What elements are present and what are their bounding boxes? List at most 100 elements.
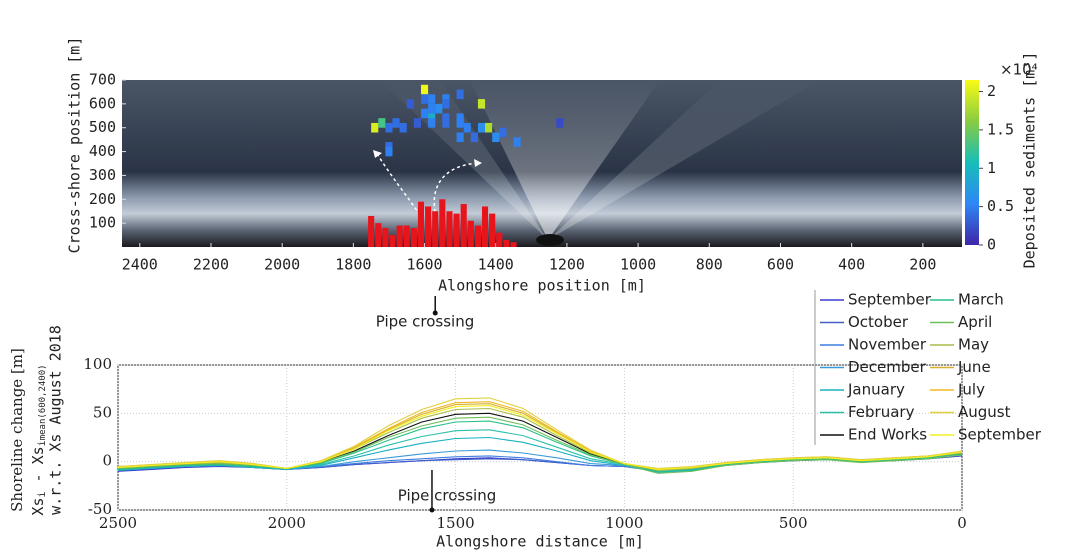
y-axis-label: Shoreline change [m] xyxy=(8,348,26,512)
legend-label: September xyxy=(848,291,932,309)
heatmap-cell xyxy=(420,94,429,104)
colorbar-multiplier: ×10⁴ xyxy=(1000,61,1038,79)
formula-part: i xyxy=(37,491,48,497)
formula-part: mean(600,2400) xyxy=(38,364,48,440)
bar xyxy=(474,225,481,247)
legend-label: March xyxy=(958,291,1004,309)
legend-label: December xyxy=(848,358,927,376)
heatmap-cell xyxy=(371,122,379,133)
legend-label: May xyxy=(958,336,989,354)
y-tick-label: 100 xyxy=(83,355,112,373)
legend-label: January xyxy=(847,381,905,399)
bar xyxy=(481,206,489,247)
x-tick-label: 800 xyxy=(696,256,723,274)
x-tick-label: 1000 xyxy=(620,256,656,274)
heatmap-cell xyxy=(442,118,450,128)
bar xyxy=(467,220,474,247)
y-tick-label: -50 xyxy=(88,500,112,518)
heatmap-cell xyxy=(513,137,521,147)
heatmap-cell xyxy=(492,132,500,143)
bar xyxy=(460,204,467,247)
legend-label: June xyxy=(957,358,991,376)
heatmap-cell xyxy=(470,132,478,143)
legend-label: November xyxy=(848,336,927,354)
formula-part: - Xs xyxy=(29,446,47,491)
bar xyxy=(439,199,446,247)
legend-label: End Works xyxy=(848,426,927,444)
heatmap-cell xyxy=(499,127,507,138)
heatmap-cell xyxy=(456,89,464,100)
y-axis-note: w.r.t. Xs August 2018 xyxy=(47,325,65,515)
x-tick-label: 1500 xyxy=(437,514,475,532)
legend-label: February xyxy=(848,403,915,421)
bar xyxy=(425,206,432,247)
heatmap-cell xyxy=(399,122,407,133)
y-axis-label: Cross-shore position [m] xyxy=(66,37,84,254)
x-tick-label: 500 xyxy=(779,514,808,532)
heatmap-cell xyxy=(477,99,486,109)
bar xyxy=(417,201,425,247)
legend-label: September xyxy=(958,426,1042,444)
bar xyxy=(496,232,503,247)
bar xyxy=(510,242,517,247)
bar xyxy=(453,213,460,247)
heatmap-cell xyxy=(385,142,393,152)
y-tick-label: 200 xyxy=(89,190,116,208)
x-axis-label: Alongshore position [m] xyxy=(438,277,646,295)
x-tick-label: 400 xyxy=(838,256,865,274)
series-line xyxy=(117,397,963,469)
y-tick-label: 700 xyxy=(89,71,116,89)
x-tick-label: 200 xyxy=(909,256,936,274)
x-tick-label: 2200 xyxy=(193,256,229,274)
arrow-head xyxy=(474,159,482,167)
heatmap-cell xyxy=(442,94,450,104)
heatmap-cell xyxy=(406,99,414,109)
bar xyxy=(432,211,439,247)
colorbar-tick-label: 1 xyxy=(987,159,996,177)
pipe-structure xyxy=(536,234,564,246)
bar xyxy=(368,215,375,247)
bar xyxy=(446,211,453,247)
formula-part: Xs xyxy=(29,498,47,516)
y-tick-label: 400 xyxy=(89,142,116,160)
x-tick-label: 600 xyxy=(767,256,794,274)
heatmap-cell xyxy=(385,122,393,133)
annotation-dot xyxy=(429,507,435,513)
legend-label: July xyxy=(957,381,985,399)
heatmap-cell xyxy=(428,103,436,114)
heatmap-cell xyxy=(428,94,436,104)
series-line xyxy=(117,420,963,472)
arrow xyxy=(433,162,479,213)
series-line xyxy=(117,405,963,470)
light-cone xyxy=(548,80,820,240)
colorbar-tick-label: 0.5 xyxy=(987,197,1014,215)
y-axis-formula: Xsi - Xsimean(600,2400) xyxy=(29,364,49,515)
y-tick-label: 0 xyxy=(102,452,112,470)
heatmap-cell xyxy=(385,146,393,157)
y-tick-label: 50 xyxy=(93,403,112,421)
series-line xyxy=(117,416,963,474)
heatmap-cell xyxy=(463,122,471,133)
bar xyxy=(403,225,410,247)
heatmap-cell xyxy=(392,118,400,128)
x-tick-label: 0 xyxy=(957,514,967,532)
heatmap-cell xyxy=(556,118,564,128)
heatmap-cell xyxy=(477,122,486,133)
x-tick-label: 1000 xyxy=(605,514,643,532)
arrow-head xyxy=(373,150,382,158)
heatmap-cell xyxy=(420,108,429,119)
colorbar-tick-label: 0 xyxy=(987,236,996,254)
legend-label: April xyxy=(958,313,992,331)
annotation: Pipe crossing xyxy=(376,313,475,331)
x-tick-label: 1400 xyxy=(478,256,514,274)
colorbar-label: Deposited sediments [m³] xyxy=(1021,52,1039,269)
colorbar-tick-label: 2 xyxy=(987,82,996,100)
x-tick-label: 2500 xyxy=(99,514,137,532)
heatmap-cell xyxy=(456,118,464,128)
plot-frame xyxy=(117,364,963,511)
bar xyxy=(375,223,382,247)
heatmap-cell xyxy=(485,122,493,133)
bar xyxy=(389,235,396,247)
bar xyxy=(503,239,510,247)
